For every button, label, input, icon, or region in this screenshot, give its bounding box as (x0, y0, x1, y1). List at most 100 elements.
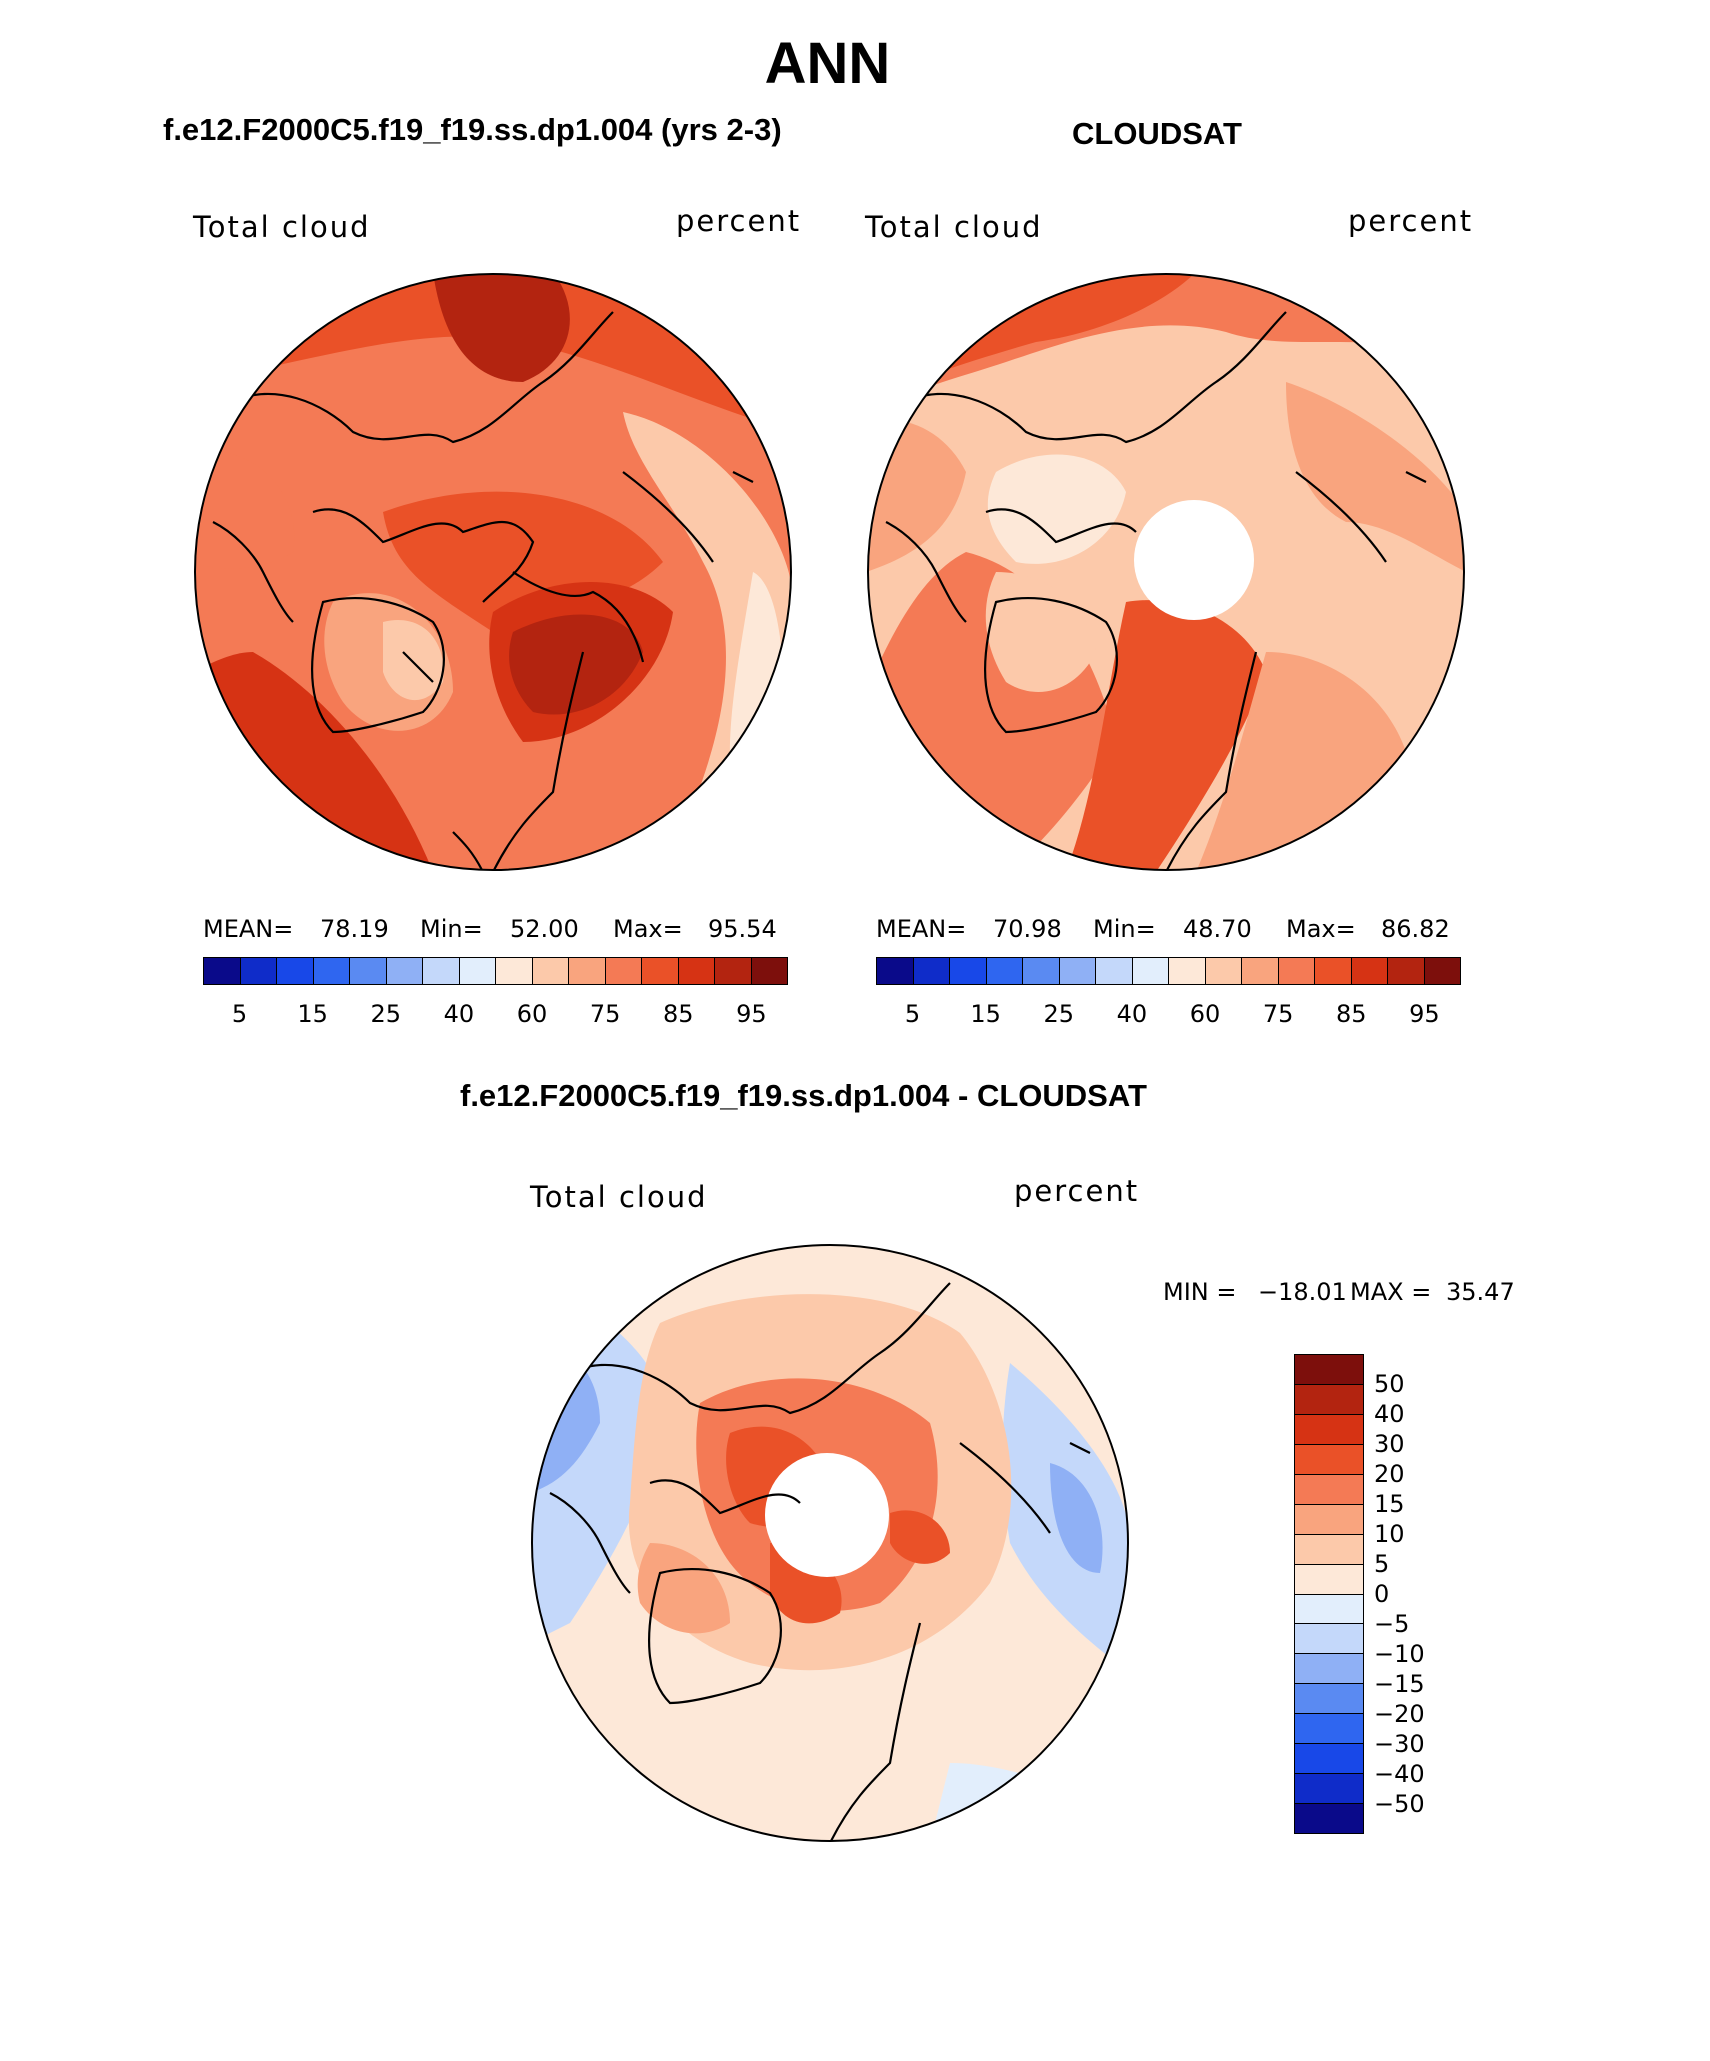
colorbar-tick-label: 60 (516, 1000, 548, 1028)
diff-stats: MIN = −18.01 MAX = 35.47 (1163, 1278, 1553, 1308)
left-max-label: Max= (613, 915, 683, 943)
left-colorbar (203, 957, 788, 985)
panel-right-title: CLOUDSAT (1072, 116, 1242, 151)
colorbar-tick-label: 75 (1262, 1000, 1294, 1028)
panel-left-title: f.e12.F2000C5.f19_f19.ss.dp1.004 (yrs 2-… (163, 112, 782, 147)
colorbar-tick-label: −30 (1374, 1730, 1425, 1758)
colorbar-swatch (532, 958, 569, 984)
colorbar-tick-label: 25 (1043, 1000, 1075, 1028)
right-colorbar (876, 957, 1461, 985)
left-min-value: 52.00 (510, 915, 579, 943)
right-min-value: 48.70 (1183, 915, 1252, 943)
colorbar-tick-label: −15 (1374, 1670, 1425, 1698)
left-mean-value: 78.19 (320, 915, 389, 943)
right-variable-label: Total cloud (865, 210, 1043, 244)
colorbar-swatch (1295, 1714, 1363, 1745)
colorbar-swatch (1295, 1414, 1363, 1445)
colorbar-tick-label: 75 (589, 1000, 621, 1028)
colorbar-swatch (986, 958, 1023, 984)
right-max-label: Max= (1286, 915, 1356, 943)
colorbar-tick-label: 50 (1374, 1370, 1405, 1398)
right-units-label: percent (1348, 204, 1474, 238)
colorbar-tick-label: 85 (1336, 1000, 1367, 1028)
left-colorbar-ticks: 5 15 25 40 60 75 85 95 (203, 1000, 788, 1028)
colorbar-swatch (350, 958, 387, 984)
colorbar-swatch (1295, 1534, 1363, 1565)
colorbar-swatch (1295, 1804, 1363, 1833)
colorbar-tick-label: −10 (1374, 1640, 1425, 1668)
colorbar-swatch (496, 958, 533, 984)
left-max-value: 95.54 (708, 915, 777, 943)
colorbar-swatch (459, 958, 496, 984)
colorbar-swatch (1295, 1504, 1363, 1535)
diff-colorbar (1294, 1354, 1364, 1834)
colorbar-swatch (1351, 958, 1388, 984)
colorbar-tick-label: 5 (1374, 1550, 1390, 1578)
diff-polar-map (531, 1244, 1129, 1842)
diff-units-label: percent (1014, 1174, 1140, 1208)
right-polar-map (867, 273, 1465, 871)
colorbar-tick-label: 40 (1116, 1000, 1148, 1028)
colorbar-tick-label: 40 (443, 1000, 475, 1028)
colorbar-swatch (678, 958, 715, 984)
colorbar-tick-label: 5 (231, 1000, 248, 1028)
colorbar-tick-label: 15 (970, 1000, 1001, 1028)
colorbar-tick-label: 25 (370, 1000, 402, 1028)
colorbar-tick-label: −5 (1374, 1610, 1410, 1638)
diff-colorbar-ticks: 50 40 30 20 15 10 5 0 −5 −10 −15 −20 −30 −40 −50 (1374, 1354, 1494, 1834)
colorbar-swatch (1023, 958, 1060, 984)
right-min-label: Min= (1093, 915, 1156, 943)
colorbar-tick-label: 5 (904, 1000, 921, 1028)
colorbar-tick-label: 15 (297, 1000, 328, 1028)
colorbar-swatch (1169, 958, 1206, 984)
colorbar-tick-label: 95 (1409, 1000, 1440, 1028)
colorbar-swatch (1295, 1654, 1363, 1685)
colorbar-swatch (950, 958, 987, 984)
colorbar-swatch (1295, 1594, 1363, 1625)
colorbar-swatch (1295, 1774, 1363, 1805)
colorbar-swatch (1295, 1744, 1363, 1775)
colorbar-tick-label: −40 (1374, 1760, 1425, 1788)
colorbar-swatch (913, 958, 950, 984)
colorbar-tick-label: 30 (1374, 1430, 1405, 1458)
colorbar-swatch (1059, 958, 1096, 984)
colorbar-tick-label: 0 (1374, 1580, 1390, 1608)
left-mean-label: MEAN= (203, 915, 294, 943)
colorbar-tick-label: 10 (1374, 1520, 1405, 1548)
left-polar-map (194, 273, 792, 871)
colorbar-swatch (313, 958, 350, 984)
colorbar-swatch (1242, 958, 1279, 984)
colorbar-tick-label: 15 (1374, 1490, 1405, 1518)
colorbar-swatch (1096, 958, 1133, 984)
diff-max-label: MAX = (1350, 1278, 1432, 1306)
diff-min-label: MIN = (1163, 1278, 1237, 1306)
right-mean-value: 70.98 (993, 915, 1062, 943)
colorbar-swatch (1315, 958, 1352, 984)
colorbar-swatch (1424, 958, 1460, 984)
diff-variable-label: Total cloud (530, 1180, 708, 1214)
right-mean-label: MEAN= (876, 915, 967, 943)
colorbar-swatch (751, 958, 787, 984)
colorbar-swatch (1388, 958, 1425, 984)
figure-title: ANN (764, 31, 891, 96)
diff-min-value: −18.01 (1258, 1278, 1347, 1306)
colorbar-swatch (1205, 958, 1242, 984)
colorbar-swatch (877, 958, 914, 984)
colorbar-swatch (386, 958, 423, 984)
left-min-label: Min= (420, 915, 483, 943)
colorbar-swatch (277, 958, 314, 984)
colorbar-tick-label: 20 (1374, 1460, 1405, 1488)
colorbar-swatch (715, 958, 752, 984)
colorbar-tick-label: −50 (1374, 1790, 1425, 1818)
colorbar-swatch (642, 958, 679, 984)
colorbar-swatch (423, 958, 460, 984)
colorbar-tick-label: −20 (1374, 1700, 1425, 1728)
colorbar-swatch (204, 958, 241, 984)
right-colorbar-ticks: 5 15 25 40 60 75 85 95 (876, 1000, 1461, 1028)
colorbar-tick-label: 85 (663, 1000, 694, 1028)
colorbar-swatch (1132, 958, 1169, 984)
colorbar-swatch (1295, 1564, 1363, 1595)
colorbar-swatch (569, 958, 606, 984)
colorbar-tick-label: 95 (736, 1000, 767, 1028)
colorbar-swatch (1295, 1384, 1363, 1415)
